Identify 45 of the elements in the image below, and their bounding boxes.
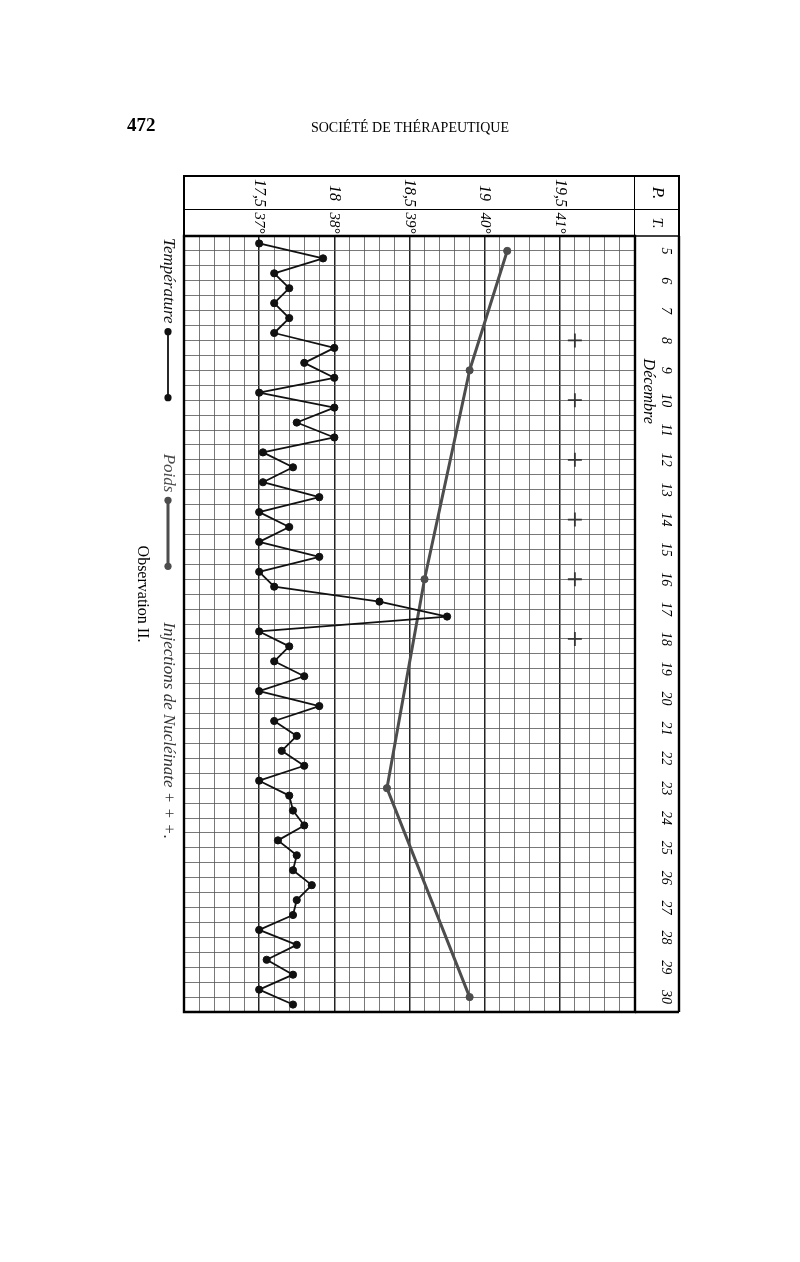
- y-tick-label: 29: [659, 960, 675, 975]
- text: Injections de Nucléinate + + +.: [159, 621, 179, 839]
- x-tick-label: 41°: [552, 212, 569, 234]
- y-tick-label: 22: [659, 751, 675, 766]
- y-tick-label: 20: [659, 691, 675, 706]
- y-tick-label: 27: [659, 900, 675, 916]
- x-tick-label: 37°: [252, 211, 269, 234]
- text: SOCIÉTÉ DE THÉRAPEUTIQUE: [310, 118, 510, 135]
- x-tick-label: 38°: [327, 211, 344, 234]
- x2-axis-title: P.: [648, 185, 668, 200]
- y-tick-label: 17: [659, 602, 675, 618]
- x2-tick-label: 19: [477, 185, 495, 201]
- x-tick-label: 39°: [402, 211, 419, 234]
- y-tick-label: 12: [659, 452, 675, 467]
- y-tick-label: 25: [659, 840, 675, 855]
- x2-tick-label: 19,5: [552, 179, 570, 207]
- y-tick-label: 14: [659, 512, 675, 527]
- x-tick-label: 40°: [477, 212, 494, 234]
- text: Poids: [159, 452, 179, 493]
- x2-tick-label: 17,5: [251, 179, 269, 207]
- text: 472: [127, 113, 156, 135]
- y-tick-label: 15: [659, 542, 675, 557]
- y-tick-label: 5: [659, 247, 675, 255]
- text: Température: [159, 238, 179, 325]
- text: T.: [650, 217, 667, 229]
- y-tick-label: 18: [659, 631, 675, 646]
- y-tick-label: 30: [659, 989, 675, 1005]
- y-tick-label: 23: [659, 781, 675, 796]
- y-tick-label: 11: [659, 423, 675, 437]
- y-tick-label: 13: [659, 482, 675, 497]
- x2-tick-label: 18: [327, 185, 345, 201]
- y-tick-label: 10: [659, 393, 675, 408]
- y-tick-label: 16: [659, 572, 675, 587]
- y-axis-title: Décembre: [640, 357, 658, 424]
- y-tick-label: 7: [659, 307, 675, 316]
- y-tick-label: 6: [659, 277, 675, 285]
- x2-tick-label: 18,5: [402, 179, 420, 207]
- y-tick-label: 24: [659, 811, 675, 825]
- y-tick-label: 8: [659, 336, 675, 344]
- y-tick-label: 19: [659, 661, 675, 676]
- y-tick-label: 28: [659, 930, 675, 945]
- text: Observation II.: [134, 545, 152, 643]
- y-tick-label: 21: [659, 721, 675, 736]
- y-tick-label: 26: [659, 870, 675, 885]
- y-tick-label: 9: [659, 366, 675, 374]
